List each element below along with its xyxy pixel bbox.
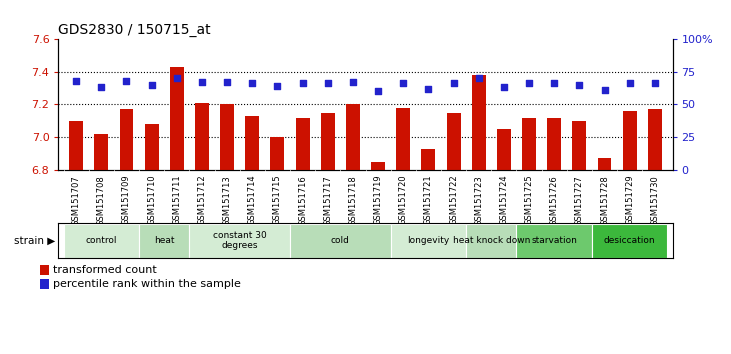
Point	[196, 79, 208, 85]
Text: heat: heat	[154, 236, 175, 245]
Bar	[119, 109, 133, 170]
Point	[145, 82, 157, 88]
Text: GDS2830 / 150715_at: GDS2830 / 150715_at	[58, 23, 211, 36]
Point	[70, 78, 82, 84]
Bar	[592, 224, 667, 258]
Point	[221, 79, 233, 85]
Bar	[139, 224, 189, 258]
Text: heat knock down: heat knock down	[452, 236, 530, 245]
Point	[372, 88, 384, 94]
Text: longevity: longevity	[407, 236, 450, 245]
Text: cold: cold	[331, 236, 349, 245]
Bar	[471, 75, 485, 170]
Text: desiccation: desiccation	[604, 236, 656, 245]
Point	[297, 81, 308, 86]
Bar	[497, 129, 511, 170]
Bar	[295, 118, 309, 170]
Bar	[290, 224, 390, 258]
Bar	[346, 104, 360, 170]
Bar	[522, 118, 536, 170]
Bar	[246, 116, 260, 170]
Text: constant 30
degrees: constant 30 degrees	[213, 231, 267, 250]
Text: transformed count: transformed count	[53, 265, 156, 275]
Bar	[648, 109, 662, 170]
Bar	[69, 121, 83, 170]
Text: control: control	[86, 236, 117, 245]
Point	[523, 81, 535, 86]
Point	[599, 87, 610, 93]
Point	[322, 81, 333, 86]
Point	[624, 81, 635, 86]
Bar	[466, 224, 517, 258]
Text: starvation: starvation	[531, 236, 577, 245]
Bar	[517, 224, 592, 258]
Point	[548, 81, 560, 86]
Bar	[396, 108, 410, 170]
Bar	[220, 104, 234, 170]
Text: strain ▶: strain ▶	[15, 236, 56, 246]
Bar	[94, 134, 108, 170]
Bar	[145, 124, 159, 170]
Bar	[572, 121, 586, 170]
Point	[649, 81, 661, 86]
Bar	[170, 67, 183, 170]
Bar	[390, 224, 466, 258]
Point	[447, 81, 459, 86]
Bar	[270, 137, 284, 170]
Point	[498, 85, 510, 90]
Bar	[40, 279, 50, 289]
Point	[423, 86, 434, 92]
Point	[347, 79, 359, 85]
Bar	[189, 224, 290, 258]
Bar	[40, 265, 50, 275]
Bar	[447, 113, 461, 170]
Point	[171, 75, 183, 81]
Bar	[195, 103, 209, 170]
Point	[272, 83, 284, 89]
Point	[96, 85, 107, 90]
Bar	[371, 162, 385, 170]
Bar	[64, 224, 139, 258]
Bar	[598, 159, 612, 170]
Bar	[422, 149, 436, 170]
Point	[398, 81, 409, 86]
Point	[246, 81, 258, 86]
Bar	[548, 118, 561, 170]
Text: percentile rank within the sample: percentile rank within the sample	[53, 279, 241, 289]
Point	[574, 82, 586, 88]
Bar	[623, 111, 637, 170]
Bar	[321, 113, 335, 170]
Point	[121, 78, 132, 84]
Point	[473, 75, 485, 81]
